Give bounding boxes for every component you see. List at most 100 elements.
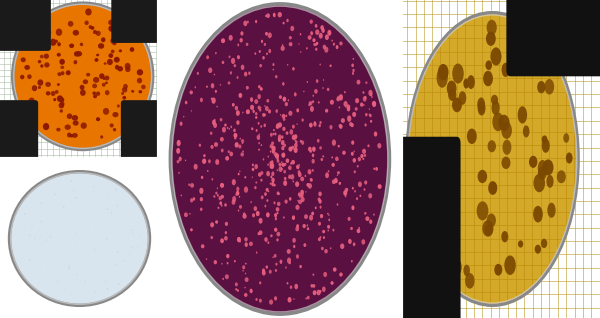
Ellipse shape [290, 174, 294, 180]
Ellipse shape [242, 270, 244, 272]
Ellipse shape [118, 31, 124, 36]
Ellipse shape [488, 140, 496, 152]
Ellipse shape [368, 193, 372, 198]
Ellipse shape [274, 213, 277, 217]
Ellipse shape [290, 286, 292, 289]
Ellipse shape [301, 197, 305, 202]
Ellipse shape [275, 153, 279, 159]
Ellipse shape [239, 196, 240, 198]
Ellipse shape [313, 38, 316, 42]
Ellipse shape [53, 210, 54, 211]
Ellipse shape [275, 263, 277, 266]
Ellipse shape [282, 163, 285, 167]
Ellipse shape [137, 69, 143, 75]
Ellipse shape [296, 254, 299, 259]
Ellipse shape [290, 162, 292, 165]
Ellipse shape [308, 183, 312, 189]
Ellipse shape [197, 72, 199, 75]
Ellipse shape [109, 53, 113, 58]
Ellipse shape [327, 225, 330, 229]
Ellipse shape [310, 19, 313, 24]
Ellipse shape [245, 273, 246, 274]
Ellipse shape [299, 194, 302, 198]
Ellipse shape [254, 206, 257, 211]
Ellipse shape [181, 195, 182, 196]
Ellipse shape [215, 90, 217, 93]
Ellipse shape [263, 43, 266, 46]
Ellipse shape [367, 144, 370, 147]
Ellipse shape [299, 140, 302, 143]
Ellipse shape [224, 236, 228, 240]
Ellipse shape [103, 77, 106, 80]
Ellipse shape [25, 65, 30, 70]
Ellipse shape [222, 278, 224, 280]
Ellipse shape [215, 192, 218, 195]
Ellipse shape [309, 124, 311, 126]
Ellipse shape [92, 91, 96, 95]
Ellipse shape [224, 231, 227, 234]
Ellipse shape [340, 243, 344, 249]
Ellipse shape [34, 246, 35, 247]
Ellipse shape [467, 75, 475, 89]
Ellipse shape [254, 52, 256, 55]
Ellipse shape [80, 43, 83, 46]
Ellipse shape [266, 99, 269, 103]
Ellipse shape [502, 231, 508, 242]
Ellipse shape [24, 213, 26, 215]
Ellipse shape [331, 163, 335, 167]
Ellipse shape [350, 123, 354, 127]
Ellipse shape [292, 238, 296, 243]
Ellipse shape [227, 81, 230, 85]
Ellipse shape [71, 208, 73, 209]
Ellipse shape [220, 201, 222, 205]
Ellipse shape [105, 81, 108, 84]
Ellipse shape [300, 33, 301, 35]
Ellipse shape [76, 232, 77, 233]
Ellipse shape [239, 205, 242, 209]
Ellipse shape [206, 86, 208, 88]
Ellipse shape [438, 64, 449, 80]
Ellipse shape [292, 125, 295, 129]
Ellipse shape [352, 187, 354, 190]
Ellipse shape [346, 106, 347, 108]
Ellipse shape [448, 149, 459, 164]
Ellipse shape [360, 102, 364, 107]
Ellipse shape [256, 252, 257, 254]
FancyBboxPatch shape [397, 137, 461, 318]
Ellipse shape [105, 90, 109, 95]
Ellipse shape [502, 140, 511, 155]
Ellipse shape [95, 292, 97, 293]
Ellipse shape [232, 179, 236, 185]
Ellipse shape [358, 157, 361, 161]
Ellipse shape [323, 79, 324, 81]
Ellipse shape [20, 75, 25, 79]
Ellipse shape [283, 144, 286, 147]
Ellipse shape [43, 27, 47, 31]
Ellipse shape [298, 43, 299, 45]
Ellipse shape [227, 150, 230, 153]
Ellipse shape [463, 265, 470, 276]
Ellipse shape [494, 264, 502, 276]
Ellipse shape [73, 60, 77, 64]
Ellipse shape [109, 25, 115, 32]
Ellipse shape [351, 260, 353, 263]
Ellipse shape [190, 198, 193, 203]
Ellipse shape [235, 106, 238, 110]
Ellipse shape [331, 156, 333, 159]
Ellipse shape [67, 114, 73, 119]
Ellipse shape [289, 147, 292, 152]
Ellipse shape [201, 244, 205, 248]
Ellipse shape [206, 55, 209, 59]
Ellipse shape [313, 122, 317, 127]
Ellipse shape [347, 115, 352, 122]
Ellipse shape [308, 169, 311, 175]
Ellipse shape [80, 122, 87, 129]
Ellipse shape [538, 167, 547, 180]
Ellipse shape [322, 87, 324, 89]
Ellipse shape [241, 139, 244, 143]
Ellipse shape [296, 123, 298, 125]
Ellipse shape [214, 74, 215, 75]
Ellipse shape [86, 73, 90, 77]
Ellipse shape [129, 253, 130, 255]
Ellipse shape [299, 265, 302, 268]
